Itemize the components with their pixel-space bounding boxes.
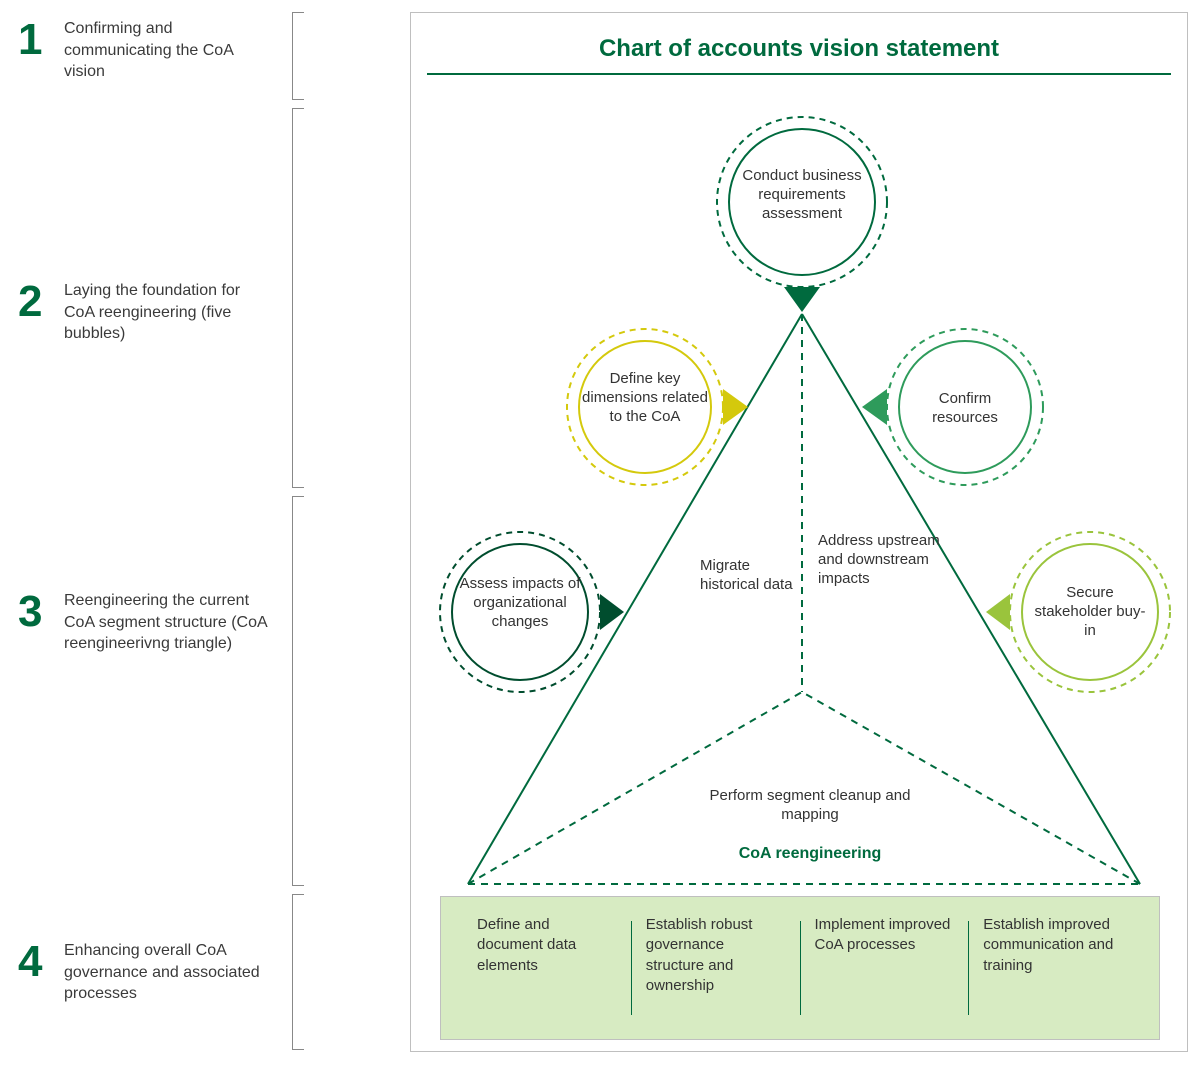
step-3-text: Reengineering the current CoA segment st… — [64, 590, 274, 655]
step-2-number: 2 — [18, 280, 50, 324]
bracket-2 — [292, 108, 304, 488]
governance-box: Define and document data elements Establ… — [440, 896, 1160, 1040]
governance-item-1: Define and document data elements — [463, 915, 631, 1021]
step-3: 3 Reengineering the current CoA segment … — [18, 590, 274, 655]
step-1-text: Confirming and communicating the CoA vis… — [64, 18, 274, 83]
triangle-text-reengineering: CoA reengineering — [710, 844, 910, 864]
bubble-conduct: Conduct business requirements assessment — [732, 167, 872, 223]
step-4: 4 Enhancing overall CoA governance and a… — [18, 940, 274, 1005]
governance-item-3: Implement improved CoA processes — [801, 915, 969, 1021]
bracket-3 — [292, 496, 304, 886]
diagram-root: 1 Confirming and communicating the CoA v… — [0, 0, 1200, 1070]
step-2: 2 Laying the foundation for CoA reengine… — [18, 280, 274, 345]
step-1-number: 1 — [18, 18, 50, 62]
step-4-number: 4 — [18, 940, 50, 984]
bubble-confirm: Confirm resources — [905, 390, 1025, 428]
bracket-4 — [292, 894, 304, 1050]
triangle-text-perform: Perform segment cleanup and mapping — [690, 787, 930, 825]
bubble-secure: Secure stakeholder buy-in — [1032, 584, 1148, 640]
svg-diagram: Conduct business requirements assessment… — [410, 12, 1188, 1052]
bracket-1 — [292, 12, 304, 100]
governance-item-4: Establish improved communication and tra… — [969, 915, 1137, 1021]
step-2-text: Laying the foundation for CoA reengineer… — [64, 280, 274, 345]
governance-item-2: Establish robust governance structure an… — [632, 915, 800, 1021]
bubble-define: Define key dimensions related to the CoA — [580, 370, 710, 426]
step-3-number: 3 — [18, 590, 50, 634]
bubble-assess: Assess impacts of organizational changes — [458, 575, 582, 631]
triangle-text-address: Address upstream and downstream impacts — [818, 532, 948, 588]
triangle-text-migrate: Migrate historical data — [700, 557, 800, 595]
step-1: 1 Confirming and communicating the CoA v… — [18, 18, 274, 83]
step-4-text: Enhancing overall CoA governance and ass… — [64, 940, 274, 1005]
